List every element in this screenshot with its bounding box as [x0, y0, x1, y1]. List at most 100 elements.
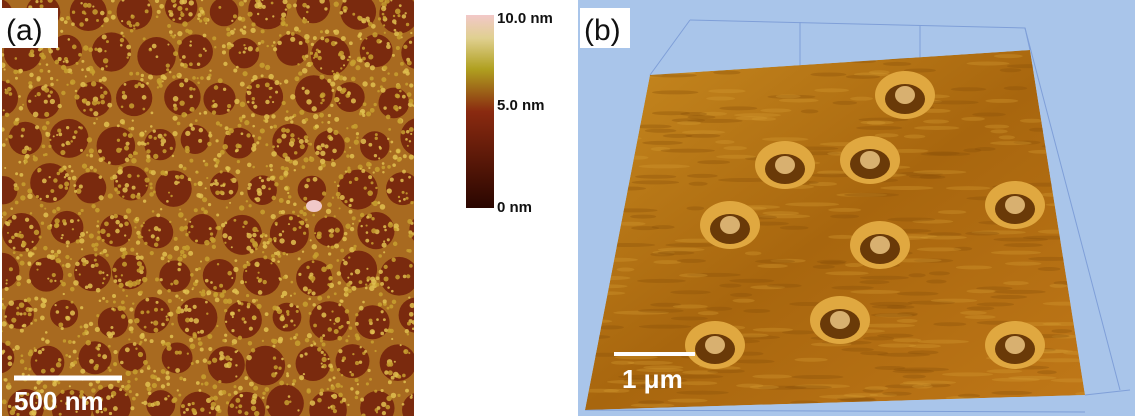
- particle: [178, 394, 181, 397]
- particle: [50, 83, 54, 87]
- particle: [355, 391, 359, 395]
- particle: [327, 327, 331, 331]
- particle: [409, 312, 414, 317]
- particle: [357, 383, 359, 385]
- particle: [16, 312, 20, 316]
- ripple: [715, 140, 734, 144]
- particle: [303, 197, 307, 201]
- particle: [148, 135, 152, 139]
- particle: [180, 63, 184, 67]
- particle: [106, 274, 108, 276]
- particle: [196, 171, 198, 173]
- ripple: [617, 268, 635, 272]
- particle: [249, 249, 253, 253]
- particle: [379, 147, 382, 150]
- particle: [95, 208, 100, 213]
- ripple: [986, 369, 1022, 373]
- ripple: [719, 284, 741, 288]
- particle: [204, 211, 206, 213]
- particle: [222, 339, 225, 342]
- particle: [361, 169, 365, 173]
- ripple: [757, 264, 788, 268]
- particle: [355, 269, 361, 275]
- particle: [78, 126, 80, 128]
- particle: [368, 54, 373, 59]
- ripple: [713, 71, 740, 75]
- particle: [215, 159, 219, 163]
- particle: [65, 354, 68, 357]
- particle: [70, 310, 75, 315]
- ripple: [846, 75, 880, 79]
- particle: [157, 10, 161, 14]
- particle: [189, 159, 193, 163]
- ripple: [919, 175, 945, 179]
- particle: [222, 44, 226, 48]
- particle: [48, 70, 51, 73]
- particle: [151, 112, 154, 115]
- particle: [265, 100, 269, 104]
- particle: [169, 71, 172, 74]
- particle: [20, 195, 25, 200]
- particle: [77, 335, 80, 338]
- particle: [188, 403, 191, 406]
- particle: [256, 277, 259, 280]
- particle: [23, 312, 26, 315]
- particle: [205, 257, 210, 262]
- particle: [247, 233, 249, 235]
- particle: [147, 365, 150, 368]
- particle: [324, 144, 328, 148]
- particle: [86, 231, 88, 233]
- particle: [217, 226, 221, 230]
- particle: [170, 335, 173, 338]
- particle: [332, 197, 334, 199]
- particle: [342, 356, 346, 360]
- particle: [403, 45, 407, 49]
- particle: [297, 63, 299, 65]
- particle: [9, 300, 15, 306]
- ripple: [967, 306, 995, 310]
- ripple: [877, 353, 930, 357]
- particle: [25, 160, 28, 163]
- particle: [17, 233, 21, 237]
- particle: [50, 77, 53, 80]
- particle: [234, 28, 236, 30]
- particle: [233, 267, 238, 272]
- ripple: [831, 286, 873, 290]
- particle: [135, 22, 140, 27]
- particle: [331, 162, 336, 167]
- particle: [40, 204, 44, 208]
- particle: [212, 110, 216, 114]
- particle: [226, 32, 231, 37]
- particle: [222, 233, 227, 238]
- particle: [403, 275, 407, 279]
- particle: [29, 73, 33, 77]
- particle: [39, 63, 42, 66]
- ripple: [923, 120, 949, 124]
- particle: [195, 119, 198, 122]
- particle: [312, 303, 315, 306]
- particle: [65, 306, 68, 309]
- particle: [19, 106, 24, 111]
- particle: [126, 384, 130, 388]
- particle: [35, 0, 38, 3]
- particle: [238, 124, 242, 128]
- particle: [260, 210, 265, 215]
- particle: [352, 216, 356, 220]
- particle: [395, 9, 401, 15]
- ripple: [668, 399, 708, 403]
- domain: [401, 36, 434, 69]
- particle: [177, 40, 182, 45]
- particle: [80, 209, 83, 212]
- particle: [185, 131, 190, 136]
- particle: [154, 137, 157, 140]
- ripple: [930, 100, 978, 104]
- particle: [226, 166, 231, 171]
- particle: [161, 137, 164, 140]
- particle: [257, 13, 259, 15]
- particle: [66, 316, 71, 321]
- ripple: [965, 315, 996, 319]
- particle: [160, 170, 165, 175]
- ripple: [706, 97, 735, 101]
- particle: [398, 106, 401, 109]
- particle: [90, 154, 94, 158]
